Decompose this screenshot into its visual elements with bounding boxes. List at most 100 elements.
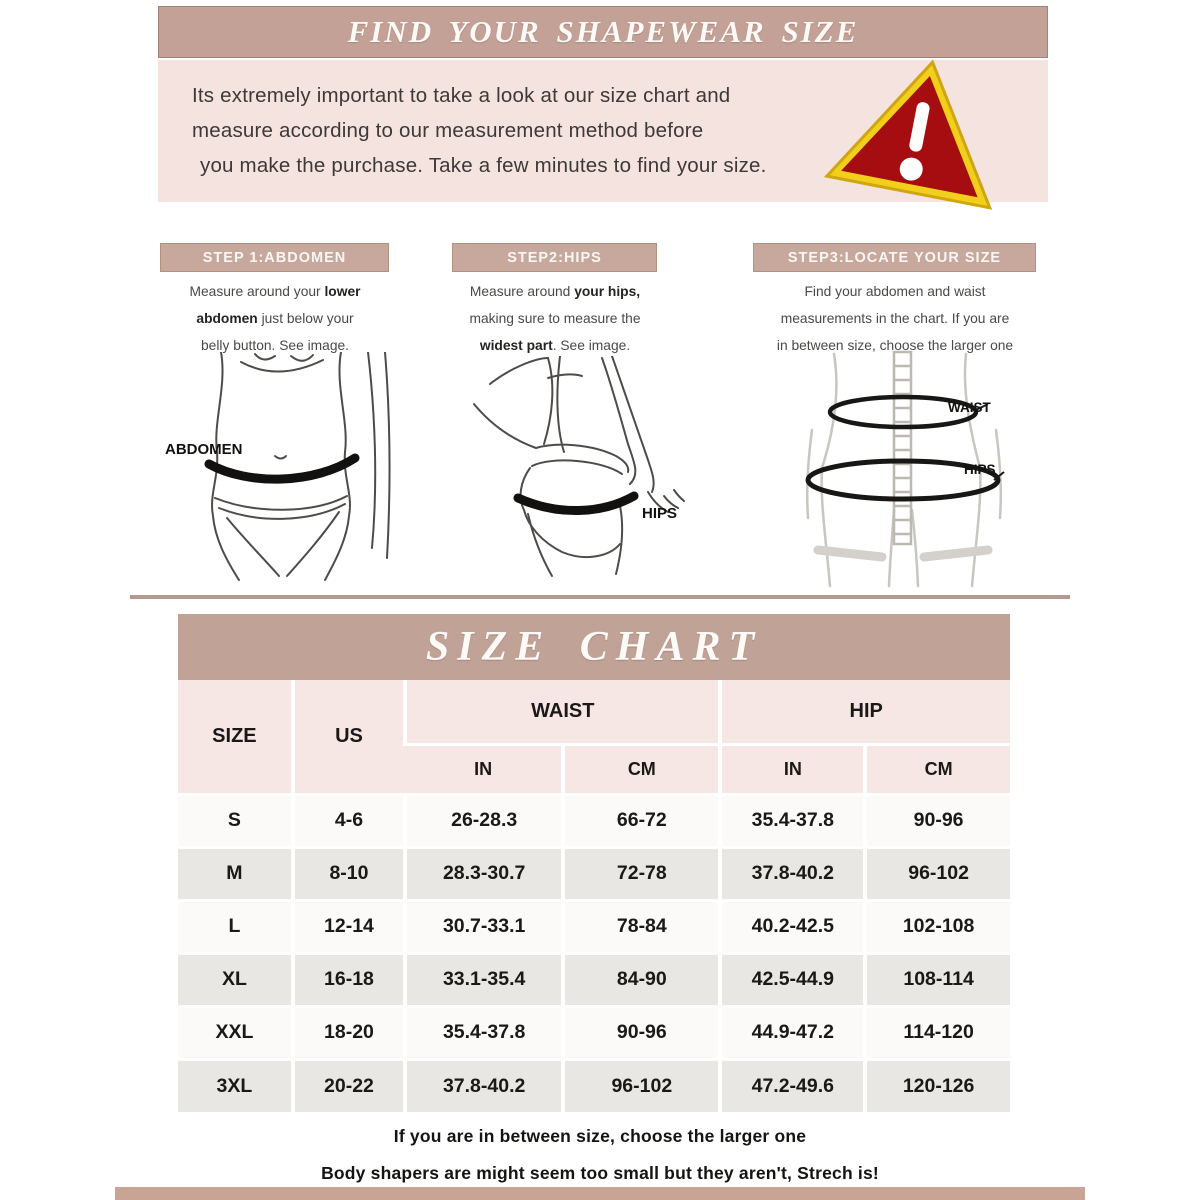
value-cell: 42.5-44.9	[718, 951, 866, 1006]
size-chart-table: SIZE US WAIST HIP IN CM IN CM S 4-6 26-28.…	[178, 680, 1010, 1112]
col-header-waist-cm: CM	[561, 744, 721, 794]
table-row: L 12-14 30.7-33.1 78-84 40.2-42.5 102-108	[178, 898, 1010, 953]
step-text: just below your	[257, 311, 354, 326]
step1-description: Measure around your lower abdomen just b…	[150, 278, 400, 359]
step-text: Find your abdomen and waist	[804, 284, 986, 299]
step-description-line: widest part. See image.	[435, 332, 675, 359]
step-description-line: Measure around your lower	[150, 278, 400, 305]
step-description-line: abdomen just below your	[150, 305, 400, 332]
col-header-size: SIZE	[178, 680, 293, 794]
table-row: 3XL 20-22 37.8-40.2 96-102 47.2-49.6 120-126	[178, 1057, 1010, 1112]
step2-header: STEP2:HIPS	[452, 243, 657, 272]
table-header-row: SIZE US WAIST HIP	[178, 680, 1010, 794]
value-cell: 120-126	[863, 1057, 1010, 1112]
intro-line: Its extremely important to take a look a…	[192, 84, 731, 107]
step-text: in between size, choose the larger one	[776, 338, 1014, 353]
step-text-bold: widest part	[479, 338, 553, 353]
step-description-line: Find your abdomen and waist	[740, 278, 1050, 305]
step-text-bold: lower	[324, 284, 361, 299]
step-text: Measure around your	[189, 284, 325, 299]
value-cell: 35.4-37.8	[718, 792, 866, 847]
note-text: If you are in between size, choose the l…	[393, 1126, 807, 1146]
intro-line: measure according to our measurement met…	[192, 119, 704, 142]
step-text-bold: abdomen	[196, 311, 258, 326]
value-cell: 28.3-30.7	[403, 845, 564, 900]
size-chart-header-bar: SIZE CHART	[178, 614, 1010, 680]
value-cell: 18-20	[290, 1004, 406, 1059]
value-cell: 102-108	[863, 898, 1010, 953]
step-text: belly button. See image.	[200, 338, 350, 353]
hips-label: HIPS	[642, 505, 677, 522]
value-cell: 26-28.3	[403, 792, 564, 847]
value-cell: 4-6	[290, 792, 406, 847]
table-body: S 4-6 26-28.3 66-72 35.4-37.8 90-96 M 8-10 28.3-…	[178, 792, 1010, 1112]
value-cell: 8-10	[290, 845, 406, 900]
value-cell: 12-14	[290, 898, 406, 953]
size-cell: M	[178, 845, 293, 900]
table-subheader-row: IN CM IN CM	[178, 744, 1010, 794]
col-header-hip-cm: CM	[863, 744, 1010, 794]
step-description-line: belly button. See image.	[150, 332, 400, 359]
size-cell: 3XL	[178, 1057, 293, 1112]
step-description-line: in between size, choose the larger one	[740, 332, 1050, 359]
value-cell: 84-90	[561, 951, 721, 1006]
value-cell: 90-96	[561, 1004, 721, 1059]
value-cell: 20-22	[290, 1057, 406, 1112]
value-cell: 37.8-40.2	[718, 845, 866, 900]
col-header-waist-in: IN	[405, 744, 564, 794]
value-cell: 96-102	[863, 845, 1010, 900]
value-cell: 44.9-47.2	[718, 1004, 866, 1059]
intro-line: you make the purchase. Take a few minute…	[200, 154, 767, 177]
col-header-us: US	[290, 680, 406, 794]
note-stretch: Body shapers are might seem too small bu…	[0, 1163, 1200, 1184]
step3-label: STEP3:LOCATE YOUR SIZE	[787, 249, 1002, 266]
value-cell: 40.2-42.5	[718, 898, 866, 953]
abdomen-illustration: ABDOMEN	[163, 351, 391, 587]
step-text: making sure to measure the	[469, 311, 641, 326]
page-header-bar: FIND YOUR SHAPEWEAR SIZE	[158, 6, 1048, 58]
col-header-waist: WAIST	[403, 680, 721, 746]
value-cell: 72-78	[561, 845, 721, 900]
step-text-bold: your hips,	[574, 284, 641, 299]
page-title: FIND YOUR SHAPEWEAR SIZE	[347, 14, 859, 49]
step-text: Measure around	[469, 284, 575, 299]
locate-size-illustration: WAIST HIPS	[782, 350, 1030, 593]
value-cell: 78-84	[561, 898, 721, 953]
value-cell: 108-114	[863, 951, 1010, 1006]
section-divider	[130, 595, 1070, 599]
step-text: measurements in the chart. If you are	[780, 311, 1010, 326]
intro-text: Its extremely important to take a look a…	[192, 78, 767, 183]
table-row: M 8-10 28.3-30.7 72-78 37.8-40.2 96-102	[178, 845, 1010, 900]
hips-illustration: HIPS	[452, 355, 687, 583]
warning-triangle-icon	[822, 55, 1017, 213]
size-chart-title: SIZE CHART	[425, 624, 763, 670]
step1-header: STEP 1:ABDOMEN	[160, 243, 389, 272]
size-cell: XXL	[178, 1004, 293, 1059]
note-text: Body shapers are might seem too small bu…	[321, 1163, 879, 1183]
step3-header: STEP3:LOCATE YOUR SIZE	[753, 243, 1036, 272]
value-cell: 33.1-35.4	[403, 951, 564, 1006]
size-cell: S	[178, 792, 293, 847]
value-cell: 66-72	[561, 792, 721, 847]
note-between-sizes: If you are in between size, choose the l…	[0, 1126, 1200, 1147]
step-text: . See image.	[552, 338, 631, 353]
step1-label: STEP 1:ABDOMEN	[202, 249, 347, 266]
value-cell: 37.8-40.2	[403, 1057, 564, 1112]
abdomen-label: ABDOMEN	[165, 441, 243, 458]
value-cell: 47.2-49.6	[718, 1057, 866, 1112]
table-row: XL 16-18 33.1-35.4 84-90 42.5-44.9 108-114	[178, 951, 1010, 1006]
size-cell: L	[178, 898, 293, 953]
value-cell: 35.4-37.8	[403, 1004, 564, 1059]
waist-label: WAIST	[948, 400, 992, 415]
step2-label: STEP2:HIPS	[507, 249, 602, 266]
step2-description: Measure around your hips, making sure to…	[435, 278, 675, 359]
col-header-hip: HIP	[718, 680, 1010, 746]
value-cell: 30.7-33.1	[403, 898, 564, 953]
step-description-line: measurements in the chart. If you are	[740, 305, 1050, 332]
value-cell: 96-102	[561, 1057, 721, 1112]
value-cell: 114-120	[863, 1004, 1010, 1059]
table-row: XXL 18-20 35.4-37.8 90-96 44.9-47.2 114-120	[178, 1004, 1010, 1059]
value-cell: 90-96	[863, 792, 1010, 847]
table-row: S 4-6 26-28.3 66-72 35.4-37.8 90-96	[178, 792, 1010, 847]
